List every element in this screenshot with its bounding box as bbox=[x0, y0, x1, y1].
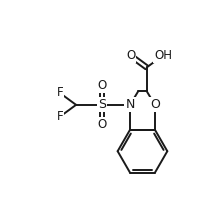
Text: O: O bbox=[126, 49, 135, 62]
Text: O: O bbox=[97, 79, 107, 92]
Text: F: F bbox=[56, 86, 63, 99]
Text: O: O bbox=[150, 98, 160, 111]
Text: N: N bbox=[125, 98, 135, 111]
Text: O: O bbox=[97, 118, 107, 131]
Text: S: S bbox=[98, 98, 106, 111]
Text: OH: OH bbox=[154, 49, 172, 62]
Text: F: F bbox=[56, 110, 63, 123]
